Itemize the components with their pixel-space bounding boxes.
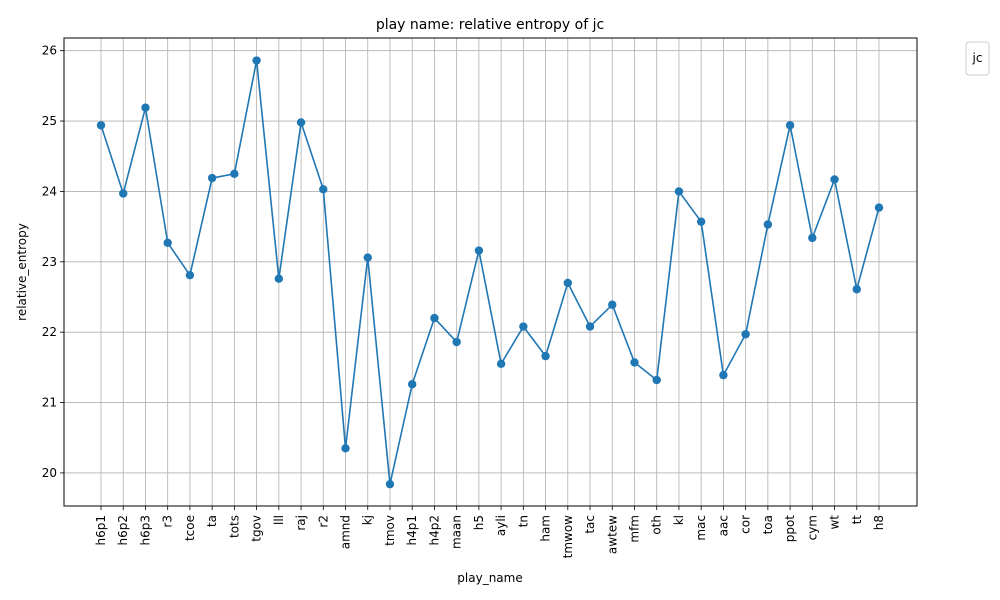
- data-point: [830, 175, 839, 184]
- data-point: [519, 322, 528, 331]
- chart-title: play name: relative entropy of jc: [376, 17, 604, 33]
- x-tick-label: kj: [361, 515, 375, 525]
- x-axis: h6p1 h6p2 h6p3 r3 tcoe ta tots tgov lll raj r2 amnd…: [94, 506, 886, 558]
- x-tick-label: tt: [850, 515, 864, 525]
- data-point: [763, 220, 773, 229]
- data-point: [496, 359, 506, 369]
- x-tick-label: mfm: [627, 515, 641, 543]
- data-point: [363, 253, 372, 262]
- data-point: [296, 118, 306, 127]
- x-tick-label: mac: [694, 515, 708, 541]
- x-tick-label: ayli: [494, 515, 508, 536]
- data-point: [341, 444, 350, 453]
- data-point: [474, 246, 484, 255]
- y-axis-label: relative_entropy: [15, 223, 29, 321]
- data-point: [696, 217, 706, 226]
- x-axis-label: play_name: [457, 571, 522, 585]
- data-point: [719, 370, 728, 380]
- y-tick-label: 24: [42, 184, 57, 198]
- x-tick-label: r2: [316, 515, 330, 528]
- data-point: [319, 185, 328, 194]
- x-tick-label: tn: [516, 515, 530, 527]
- x-tick-label: h6p3: [138, 515, 152, 546]
- data-point: [630, 358, 639, 367]
- x-tick-label: h6p1: [94, 515, 108, 546]
- x-tick-label: tots: [227, 515, 241, 538]
- data-point: [608, 300, 617, 309]
- data-point: [785, 121, 795, 130]
- data-point: [385, 479, 395, 489]
- data-point: [741, 330, 750, 339]
- x-tick-label: h6p2: [116, 515, 130, 546]
- series-layer: [96, 56, 884, 489]
- data-point: [274, 274, 284, 283]
- x-tick-label: h8: [872, 515, 886, 530]
- x-tick-label: ppot: [783, 515, 797, 543]
- data-point: [96, 121, 106, 130]
- plot-area: [63, 37, 918, 507]
- x-tick-label: tgov: [250, 515, 264, 542]
- x-tick-label: ta: [205, 515, 219, 527]
- x-tick-label: maan: [450, 515, 464, 549]
- y-tick-label: 22: [42, 325, 57, 339]
- y-tick-label: 23: [42, 255, 57, 269]
- y-tick-label: 26: [42, 44, 57, 58]
- x-tick-label: kl: [672, 515, 686, 525]
- legend-title: jc: [972, 51, 983, 65]
- data-point: [119, 189, 128, 198]
- data-point: [207, 173, 217, 183]
- y-tick-label: 21: [42, 396, 57, 410]
- x-tick-label: cor: [739, 515, 753, 534]
- x-tick-label: tmov: [383, 515, 397, 546]
- x-tick-label: h5: [472, 515, 486, 530]
- x-tick-label: tac: [583, 515, 597, 534]
- x-tick-label: lll: [272, 515, 286, 525]
- x-tick-label: oth: [650, 515, 664, 535]
- data-point: [252, 56, 261, 65]
- y-axis: 20 21 22 23 24 25 26: [42, 44, 64, 480]
- legend-box: [965, 41, 990, 76]
- data-point: [408, 380, 417, 389]
- x-tick-label: tcoe: [183, 515, 197, 541]
- x-tick-label: awtew: [605, 515, 619, 554]
- x-tick-label: cym: [805, 515, 819, 540]
- data-point: [852, 285, 861, 294]
- x-tick-label: ham: [539, 515, 553, 542]
- data-point: [652, 375, 661, 385]
- x-tick-label: h4p2: [427, 515, 441, 546]
- x-tick-label: amnd: [339, 515, 353, 549]
- x-tick-label: aac: [716, 515, 730, 536]
- data-point: [585, 322, 595, 331]
- data-point: [808, 233, 817, 243]
- x-tick-label: h4p1: [405, 515, 419, 546]
- data-point: [230, 169, 239, 179]
- data-point: [674, 187, 684, 196]
- data-point: [141, 103, 150, 112]
- y-tick-label: 25: [42, 114, 57, 128]
- data-point: [874, 203, 884, 212]
- y-tick-label: 20: [42, 466, 57, 480]
- data-point: [541, 351, 550, 361]
- x-tick-label: tmwow: [561, 515, 575, 559]
- data-point: [452, 337, 461, 347]
- x-tick-label: r3: [161, 515, 175, 528]
- data-point: [185, 270, 195, 280]
- data-point: [563, 278, 572, 288]
- data-point: [163, 238, 172, 247]
- x-tick-label: raj: [294, 515, 308, 531]
- x-tick-label: toa: [761, 515, 775, 534]
- legend: jc: [965, 41, 990, 76]
- x-tick-label: wt: [828, 515, 842, 530]
- data-point: [430, 313, 439, 323]
